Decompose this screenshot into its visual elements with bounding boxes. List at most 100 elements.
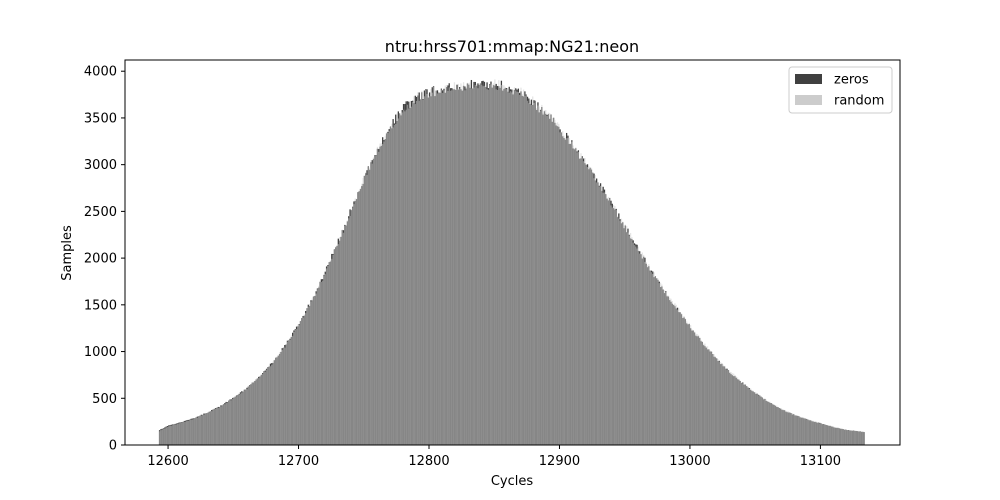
bar: [353, 204, 355, 445]
bar: [380, 143, 383, 445]
bar: [492, 83, 495, 445]
bar: [832, 426, 834, 445]
bar: [674, 303, 676, 445]
bar: [619, 220, 621, 445]
bar: [445, 84, 448, 446]
bar: [601, 186, 603, 446]
bar: [612, 205, 615, 445]
bar: [636, 248, 638, 445]
bar: [401, 112, 403, 445]
bar: [644, 261, 646, 445]
bar: [705, 346, 707, 445]
bar: [753, 392, 756, 445]
x-tick-label: 13100: [800, 454, 841, 469]
bar: [847, 430, 850, 445]
bar: [263, 371, 265, 445]
bar: [764, 398, 766, 445]
bar: [205, 413, 208, 445]
bar: [201, 414, 204, 445]
bar: [537, 105, 539, 445]
bar: [785, 410, 787, 445]
bar: [645, 262, 647, 445]
bar: [392, 127, 394, 445]
bar: [610, 205, 612, 445]
bar: [725, 368, 727, 445]
bar: [174, 424, 176, 445]
bar: [549, 113, 551, 446]
bar: [438, 92, 440, 445]
bar: [769, 401, 771, 445]
bar: [367, 166, 369, 445]
bar: [733, 373, 735, 445]
bar: [748, 388, 750, 445]
bar: [559, 132, 561, 446]
bar: [796, 415, 799, 445]
bar: [292, 335, 294, 445]
bar: [295, 329, 298, 445]
bar: [417, 92, 419, 446]
bar: [310, 301, 312, 445]
bar: [702, 343, 705, 445]
bar: [192, 419, 195, 445]
bar: [735, 376, 737, 445]
bar: [706, 346, 709, 445]
x-axis-ticks: 12600 12700 12800 12900 13000 13100: [147, 445, 841, 469]
bar: [475, 83, 478, 445]
bar: [160, 430, 162, 445]
bar: [740, 382, 743, 445]
bar: [260, 374, 262, 445]
bar: [628, 235, 630, 445]
bar: [413, 96, 415, 445]
bar: [843, 429, 846, 445]
bar: [285, 343, 287, 445]
bar: [379, 143, 381, 445]
bar: [539, 110, 542, 446]
bar: [554, 119, 556, 445]
bar: [669, 298, 671, 445]
bar: [837, 427, 839, 445]
bar: [757, 395, 760, 445]
bar: [504, 86, 506, 445]
bar: [678, 308, 680, 445]
bar: [322, 280, 324, 445]
bar: [558, 123, 560, 445]
bar: [530, 105, 533, 445]
bar: [593, 178, 595, 446]
bar: [618, 218, 620, 445]
bar: [422, 99, 424, 446]
bar: [408, 108, 410, 445]
bar: [466, 82, 469, 446]
bar: [849, 430, 851, 445]
bar: [836, 427, 838, 445]
bar: [817, 422, 820, 445]
bar: [195, 417, 197, 445]
bar: [217, 408, 219, 445]
bar: [246, 389, 248, 445]
bar: [190, 419, 192, 445]
bar: [431, 92, 433, 445]
bar: [457, 83, 459, 445]
bar: [666, 295, 668, 445]
bar: [718, 361, 720, 445]
bar: [731, 373, 733, 445]
bar: [306, 308, 308, 445]
bar: [656, 278, 658, 445]
bar: [181, 422, 183, 445]
bar: [841, 428, 843, 445]
bar: [773, 404, 775, 445]
y-tick-label: 0: [109, 439, 117, 454]
bar: [640, 254, 642, 445]
bar: [824, 424, 826, 445]
bar: [370, 160, 372, 445]
bar: [825, 424, 827, 445]
bar: [169, 425, 171, 445]
bar: [320, 281, 323, 445]
bar: [828, 425, 830, 445]
bar: [341, 229, 343, 445]
bar: [565, 138, 568, 445]
bar: [726, 369, 728, 445]
bar: [522, 89, 525, 445]
bar: [838, 428, 840, 445]
bar: [590, 167, 593, 446]
bar: [562, 131, 564, 445]
